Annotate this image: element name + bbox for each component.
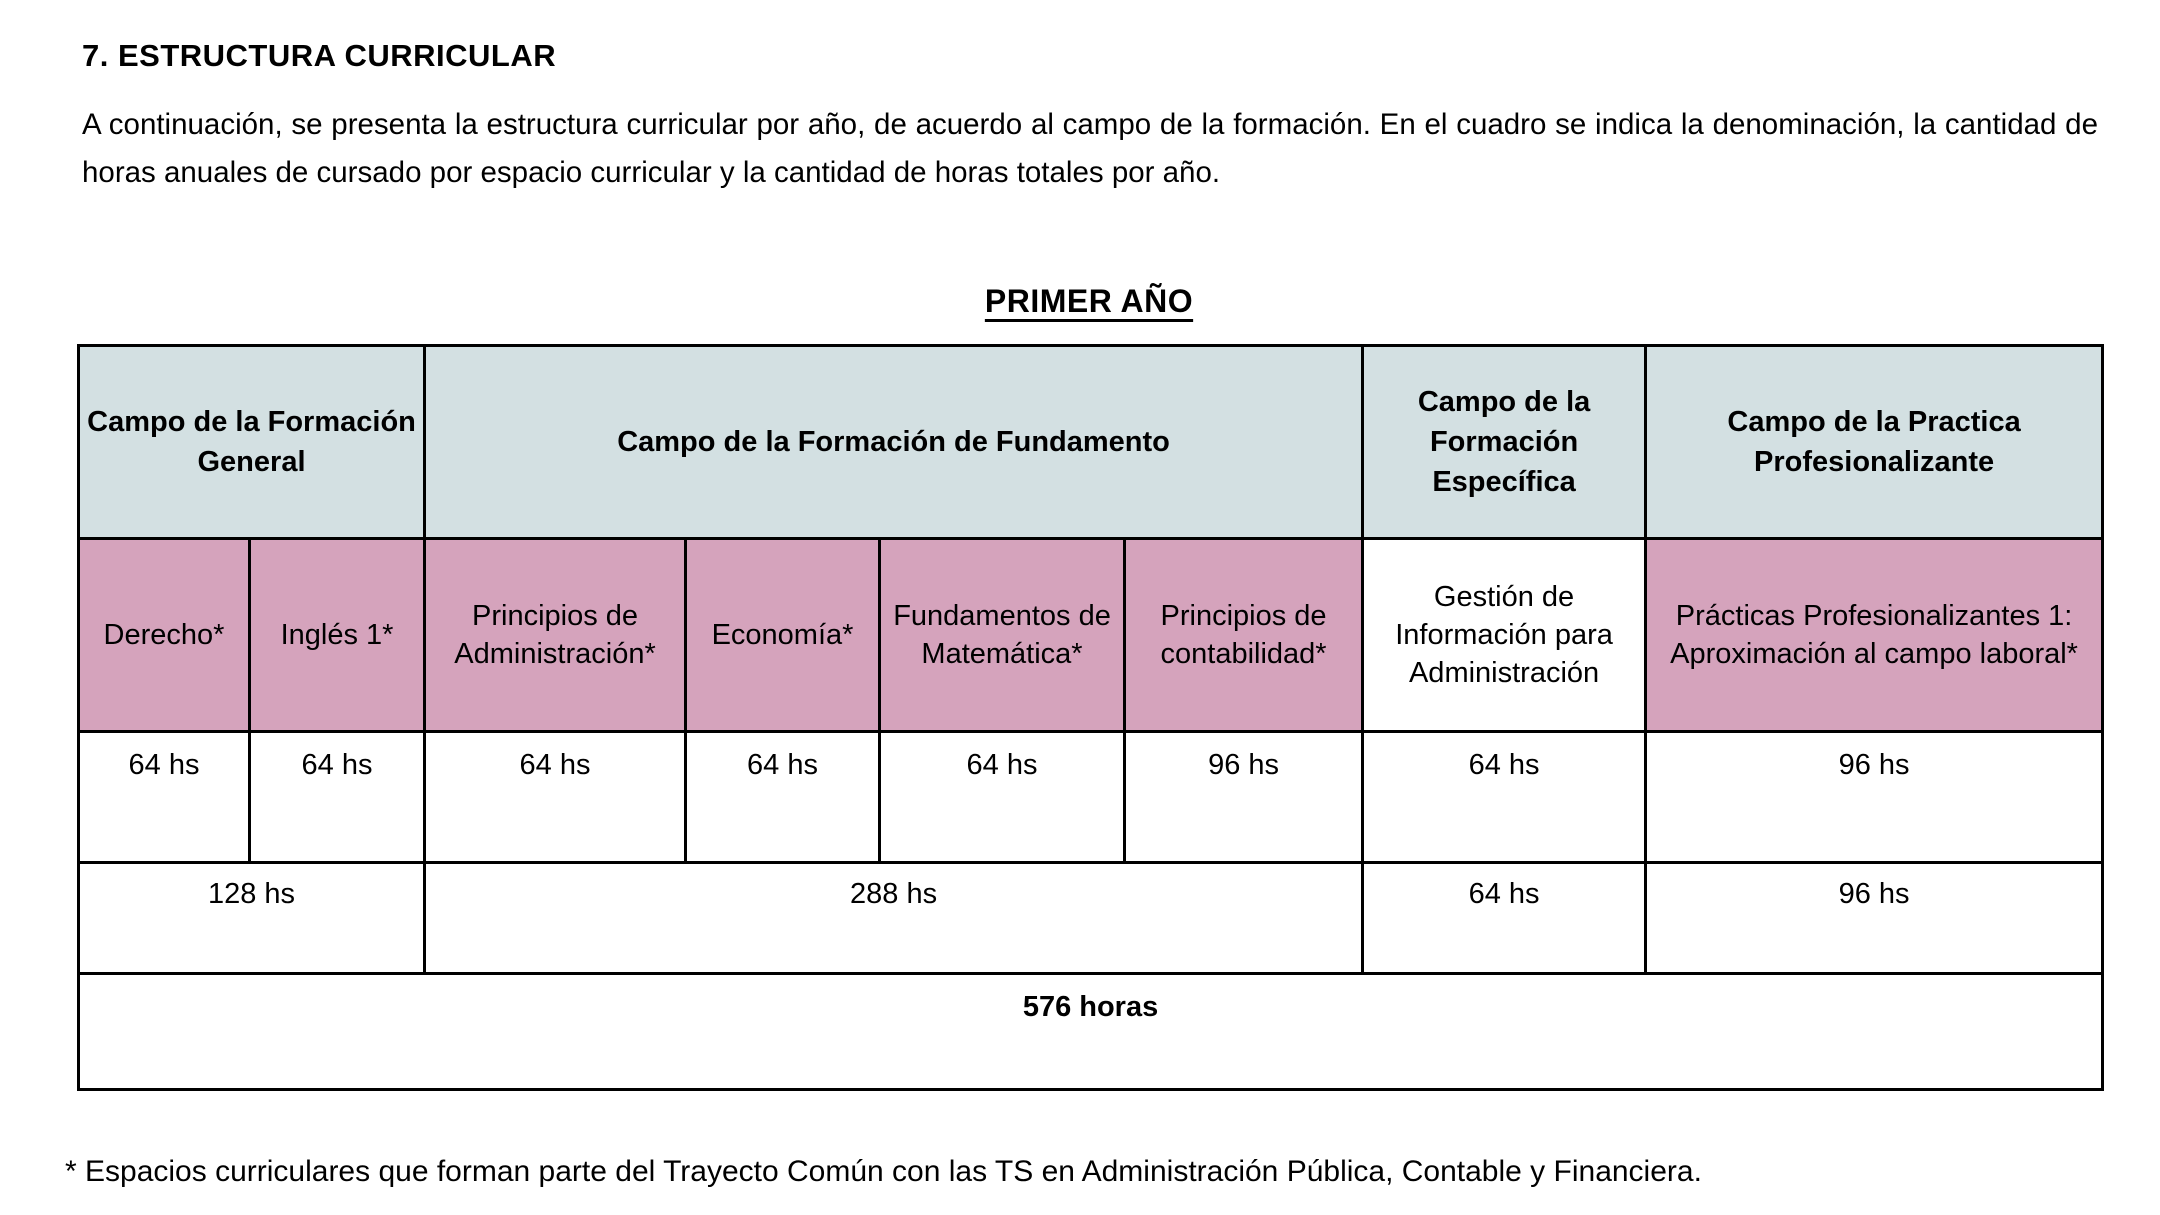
subject-ingles-1: Inglés 1*: [247, 537, 427, 733]
field-header-practica: Campo de la Practica Profesionalizante: [1644, 344, 2105, 540]
subject-practicas-profesionalizantes: Prácticas Profesionalizantes 1: Aproxima…: [1644, 537, 2105, 733]
subtotal-cell: 128 hs: [76, 861, 427, 975]
subject-hours-row: 64 hs 64 hs 64 hs 64 hs 64 hs 96 hs 64 h…: [77, 730, 2105, 864]
document-page: 7. ESTRUCTURA CURRICULAR A continuación,…: [0, 38, 2160, 1215]
subject-gestion-informacion: Gestión de Información para Administraci…: [1361, 537, 1648, 733]
field-header-row: Campo de la Formación General Campo de l…: [76, 344, 2105, 540]
subject-fundamentos-matematica: Fundamentos de Matemática*: [878, 537, 1127, 733]
total-hours-cell: 576 horas: [76, 972, 2105, 1091]
hours-cell: 64 hs: [878, 730, 1127, 864]
hours-cell: 64 hs: [247, 730, 427, 864]
field-subtotal-row: 128 hs 288 hs 64 hs 96 hs: [76, 861, 2105, 975]
subject-principios-administracion: Principios de Administración*: [423, 537, 688, 733]
subtotal-cell: 288 hs: [423, 861, 1365, 975]
field-header-fundamento: Campo de la Formación de Fundamento: [423, 344, 1365, 540]
subject-economia: Economía*: [684, 537, 882, 733]
hours-cell: 96 hs: [1644, 730, 2105, 864]
curriculum-table: Campo de la Formación General Campo de l…: [76, 344, 2105, 1091]
section-title: 7. ESTRUCTURA CURRICULAR: [82, 38, 557, 73]
table-zone: PRIMER AÑO Campo de la Formación General…: [76, 283, 2105, 1091]
subject-row: Derecho* Inglés 1* Principios de Adminis…: [77, 537, 2105, 733]
hours-cell: 64 hs: [684, 730, 882, 864]
hours-cell: 64 hs: [423, 730, 688, 864]
subject-principios-contabilidad: Principios de contabilidad*: [1123, 537, 1365, 733]
total-row: 576 horas: [76, 972, 2105, 1091]
footnote: * Espacios curriculares que forman parte…: [65, 1155, 1702, 1188]
hours-cell: 64 hs: [1361, 730, 1648, 864]
hours-cell: 64 hs: [77, 730, 251, 864]
intro-paragraph: A continuación, se presenta la estructur…: [82, 108, 2098, 189]
table-title: PRIMER AÑO: [984, 283, 1194, 319]
field-header-general: Campo de la Formación General: [76, 344, 427, 540]
field-header-especifica: Campo de la Formación Específica: [1361, 344, 1648, 540]
hours-cell: 96 hs: [1123, 730, 1365, 864]
subtotal-cell: 96 hs: [1644, 861, 2105, 975]
subtotal-cell: 64 hs: [1361, 861, 1648, 975]
subject-derecho: Derecho*: [77, 537, 251, 733]
